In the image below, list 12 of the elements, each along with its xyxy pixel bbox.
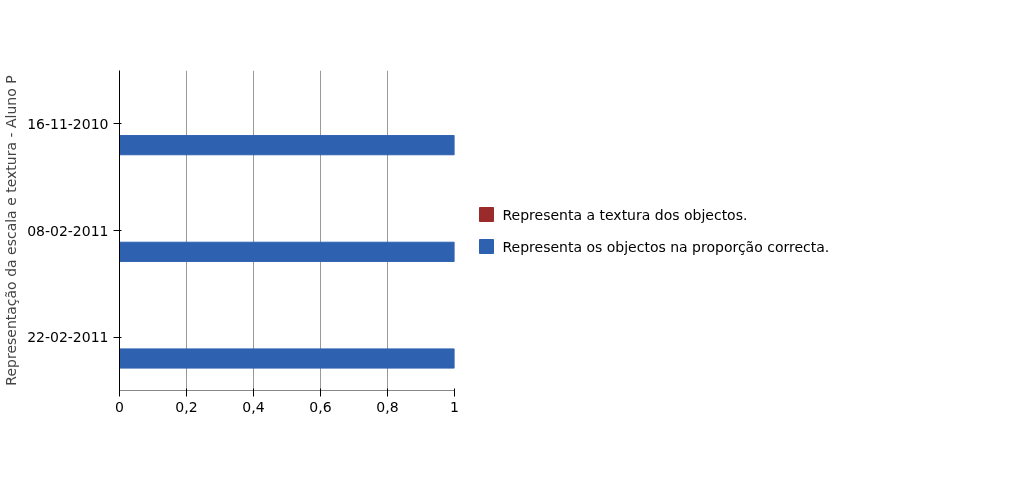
x-tick-label: 0,4 (242, 398, 265, 415)
y-tick-label: 16-11-2010 (27, 115, 109, 132)
y-tick-label: 22-02-2011 (27, 329, 109, 346)
y-axis-title: Representação da escala e textura - Aluno P (3, 75, 20, 386)
x-tick-label: 0,6 (309, 398, 332, 415)
legend-label: Representa os objectos na proporção correcta. (502, 238, 830, 255)
legend-label: Representa a textura dos objectos. (502, 206, 748, 223)
x-tick-label: 1 (450, 398, 459, 415)
x-tick-label: 0,8 (376, 398, 399, 415)
x-tick-label: 0 (115, 398, 124, 415)
x-tick-label: 0,2 (175, 398, 198, 415)
y-tick-label: 08-02-2011 (27, 222, 109, 239)
